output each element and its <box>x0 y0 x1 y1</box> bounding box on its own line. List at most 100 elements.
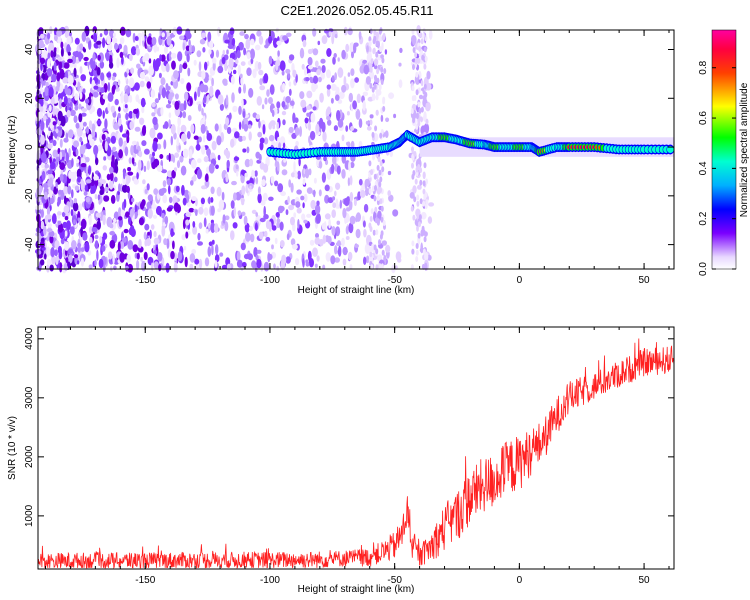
spectrogram-noise-cell <box>310 112 316 123</box>
spectrogram-noise-cell <box>73 140 80 148</box>
spectrogram-noise-cell <box>179 63 183 74</box>
spectrogram-noise-cell <box>188 149 193 159</box>
spectrogram-noise-cell <box>151 203 157 210</box>
spectrogram-noise-cell <box>189 253 196 263</box>
spectrogram-noise-cell <box>286 32 292 37</box>
spectrogram-noise-cell <box>290 172 296 178</box>
spectrogram-noise-cell <box>373 195 377 202</box>
spectrogram-noise-cell <box>304 117 309 124</box>
spectrogram-noise-cell <box>128 157 132 165</box>
spectrogram-noise-cell <box>326 115 331 121</box>
spectrogram-x-ticks: -150 -100 -50 0 50 <box>44 30 670 286</box>
spectrogram-noise-cell <box>376 164 380 171</box>
spectrogram-noise-cell <box>56 72 61 82</box>
spectrogram-noise-cell <box>70 209 74 217</box>
spectrogram-noise-cell <box>81 31 87 42</box>
spectrogram-noise-cell <box>66 97 72 103</box>
spectrogram-noise-cell <box>331 226 336 236</box>
spectrogram-noise-cell <box>307 250 312 262</box>
spectrogram-noise-cell <box>369 215 373 222</box>
spectrogram-noise-cell <box>319 92 324 103</box>
spectrogram-noise-cell <box>381 240 387 246</box>
spectrogram-noise-cell <box>168 234 171 240</box>
spectrogram-noise-cell <box>291 244 298 250</box>
spectrogram-noise-cell <box>226 49 229 55</box>
spectrogram-noise-cell <box>366 126 372 131</box>
spectrogram-noise-cell <box>63 62 70 69</box>
spectrogram-noise-cell <box>125 175 131 184</box>
spectrogram-noise-cell <box>276 40 282 46</box>
spectrogram-noise-cell <box>65 152 69 163</box>
spectrogram-noise-cell <box>136 259 140 270</box>
spectrogram-noise-cell <box>277 205 284 214</box>
spectrogram-noise-cell <box>307 65 313 70</box>
spectrogram-noise-cell <box>338 245 342 257</box>
spectrogram-noise-cell <box>276 218 281 223</box>
spectrogram-noise-cell <box>110 135 116 144</box>
spectrogram-noise-cell <box>142 55 146 63</box>
spectrogram-noise-cell <box>43 191 48 200</box>
spectrogram-noise-cell <box>102 94 108 100</box>
spectrogram-noise-cell <box>348 160 351 172</box>
spectrogram-noise-cell <box>46 214 52 220</box>
spectrogram-noise-cell <box>288 54 295 61</box>
spectrogram-noise-cell <box>424 55 428 62</box>
spectrogram-noise-cell <box>115 85 119 90</box>
spectrogram-noise-cell <box>262 192 268 202</box>
spectrogram-noise-cell <box>172 240 175 250</box>
spectrogram-noise-cell <box>167 170 173 178</box>
spectrogram-noise-cell <box>419 167 423 174</box>
spectrogram-noise-cell <box>81 112 87 117</box>
spectrogram-noise-cell <box>111 154 115 165</box>
spectrogram-noise-cell <box>290 238 296 246</box>
spectrogram-noise-cell <box>127 85 131 94</box>
spectrogram-noise-cell <box>226 263 231 271</box>
spectrogram-noise-cell <box>348 92 353 103</box>
spectrogram-noise-cell <box>156 46 160 52</box>
spectrogram-noise-cell <box>69 31 72 37</box>
spectrogram-noise-cell <box>110 105 116 114</box>
spectrogram-noise-cell <box>79 86 83 93</box>
spectrogram-noise-cell <box>179 103 186 112</box>
spectrogram-noise-cell <box>276 161 280 172</box>
spectrogram-noise-cell <box>177 51 183 62</box>
spectrogram-noise-cell <box>420 242 424 254</box>
spectrogram-noise-cell <box>371 131 375 138</box>
spectrogram-noise-cell <box>368 160 372 167</box>
spectrogram-noise-cell <box>422 171 426 180</box>
spectrogram-noise-cell <box>240 61 246 66</box>
spectrogram-noise-cell <box>215 49 220 58</box>
spectrogram-noise-cell <box>162 124 166 129</box>
spectrogram-noise-cell <box>42 103 46 115</box>
spectrogram-noise-cell <box>192 221 196 228</box>
spectrogram-noise-cell <box>191 196 197 202</box>
spectrogram-noise-cell <box>392 209 399 217</box>
spectrogram-noise-cell <box>136 252 140 260</box>
snr-series-line <box>37 338 675 570</box>
spectrogram-noise-cell <box>224 39 230 44</box>
spectrogram-noise-cell <box>376 219 380 226</box>
spectrogram-noise-cell <box>215 244 219 255</box>
spectrogram-noise-cell <box>153 261 159 269</box>
spectrogram-noise-cell <box>232 222 238 229</box>
spectrogram-noise-cell <box>326 48 332 57</box>
spectrogram-noise-cell <box>88 39 92 50</box>
spectrogram-noise-cell <box>66 44 71 54</box>
spectrogram-noise-cell <box>106 173 111 181</box>
spectrogram-noise-cell <box>49 196 54 205</box>
spectrogram-noise-cell <box>369 246 373 253</box>
spectrogram-noise-cell <box>258 69 264 76</box>
spectrogram-noise-cell <box>418 31 422 38</box>
spectrogram-noise-cell <box>417 120 421 127</box>
spectrogram-noise-cell <box>202 47 206 53</box>
spectrogram-noise-cell <box>413 196 417 203</box>
spectrogram-noise-cell <box>380 263 384 270</box>
spectrogram-noise-cell <box>355 108 361 120</box>
colorbar-ticks: 0.0 0.2 0.4 0.6 0.8 <box>698 60 736 276</box>
spectrogram-noise-cell <box>38 39 44 48</box>
spectrogram-noise-cell <box>368 70 375 80</box>
spectrogram-noise-cell <box>419 198 423 205</box>
spectrogram-noise-cell <box>418 107 422 114</box>
spectrogram-noise-cell <box>166 178 172 186</box>
spectrogram-noise-cell <box>74 37 80 45</box>
